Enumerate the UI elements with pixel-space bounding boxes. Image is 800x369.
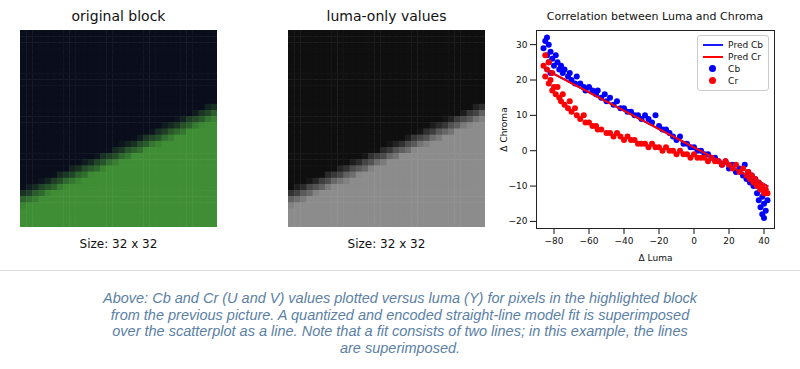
svg-text:−20: −20 xyxy=(650,236,669,246)
html-text:Cr: Cr xyxy=(728,76,739,86)
svg-text:30: 30 xyxy=(516,40,528,50)
html-text:over the scatterplot as a line: over the scatterplot as a line. Note tha… xyxy=(112,323,688,339)
html-text:Above: Cb and Cr (U and V) val: Above: Cb and Cr (U and V) values plotte… xyxy=(103,290,697,306)
svg-text:−80: −80 xyxy=(545,236,564,246)
svg-text:−20: −20 xyxy=(509,216,528,226)
html-text:are superimposed.: are superimposed. xyxy=(340,339,460,356)
html-text:Pred Cr: Pred Cr xyxy=(728,52,761,62)
svg-text:0: 0 xyxy=(522,146,528,156)
svg-text:−60: −60 xyxy=(580,236,599,246)
svg-text:20: 20 xyxy=(516,75,528,85)
svg-text:40: 40 xyxy=(758,236,770,246)
html-text:from the previous picture. A q: from the previous picture. A quantized a… xyxy=(110,306,690,323)
svg-text:Δ Chroma: Δ Chroma xyxy=(499,107,509,151)
html-text:original block: original block xyxy=(71,8,166,24)
html-text:Correlation between Luma and C: Correlation between Luma and Chroma xyxy=(546,10,764,23)
html-text:luma-only values: luma-only values xyxy=(326,8,447,24)
svg-text:−10: −10 xyxy=(509,181,528,191)
html-text:Pred Cb: Pred Cb xyxy=(728,40,763,50)
svg-text:0: 0 xyxy=(691,236,697,246)
html-text:Size: 32 x 32: Size: 32 x 32 xyxy=(79,237,158,251)
svg-text:−40: −40 xyxy=(615,236,634,246)
html-text:Size: 32 x 32: Size: 32 x 32 xyxy=(347,237,426,251)
svg-text:20: 20 xyxy=(723,236,735,246)
svg-text:10: 10 xyxy=(516,110,528,120)
html-text:Cb: Cb xyxy=(728,64,741,74)
svg-text:Δ Luma: Δ Luma xyxy=(639,253,673,263)
